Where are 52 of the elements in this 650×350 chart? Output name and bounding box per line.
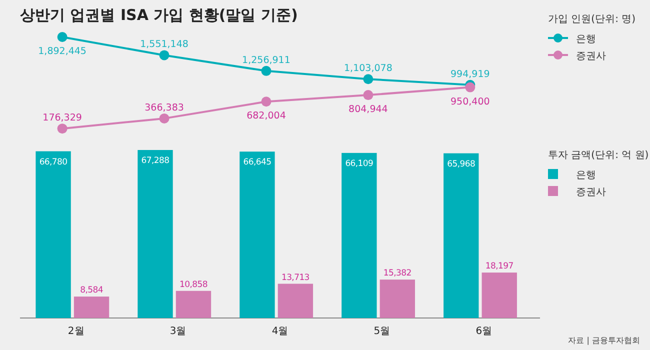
data-label: 15,382 (383, 268, 412, 279)
point (261, 96, 272, 107)
point (261, 66, 272, 76)
data-label: 994,919 (450, 68, 490, 80)
x-tick-label: 5월 (374, 326, 390, 337)
data-label: 804,944 (348, 104, 388, 116)
data-label: 8,584 (80, 286, 103, 296)
x-tick-label: 6월 (476, 326, 492, 337)
data-label: 18,197 (485, 262, 514, 272)
data-label: 67,288 (141, 156, 170, 166)
data-label: 10,858 (180, 280, 208, 290)
x-tick-label: 4월 (272, 326, 288, 337)
legend-label: 은행 (576, 34, 596, 45)
data-label: 66,645 (243, 158, 272, 168)
data-label: 1,256,911 (242, 54, 290, 66)
point (159, 50, 170, 60)
point (57, 124, 68, 134)
bar (278, 284, 314, 318)
bar (176, 290, 212, 318)
point (159, 113, 170, 124)
bar (342, 152, 377, 318)
bar (482, 272, 517, 318)
bar (240, 152, 275, 318)
chart-title: 상반기 업권별 ISA 가입 현황(말일 기준) (20, 6, 298, 24)
bar (36, 151, 71, 318)
bar (74, 296, 110, 318)
data-label: 13,713 (281, 272, 310, 283)
point (363, 90, 374, 100)
legend-label: 증권사 (576, 187, 606, 198)
data-label: 950,400 (450, 96, 490, 108)
data-label: 682,004 (246, 110, 286, 122)
point (465, 82, 476, 92)
data-label: 65,968 (447, 159, 476, 170)
bar (380, 280, 415, 318)
data-label: 1,892,445 (38, 46, 86, 57)
x-tick-label: 2월 (68, 326, 84, 337)
legend-title: 가입 인원(단위: 명) (548, 14, 636, 25)
data-label: 366,383 (144, 102, 184, 114)
data-label: 1,103,078 (344, 63, 392, 74)
x-tick-label: 3월 (170, 326, 186, 337)
data-label: 1,551,148 (140, 39, 188, 50)
data-label: 66,780 (39, 157, 68, 168)
point (363, 74, 374, 84)
bar (138, 150, 173, 318)
data-label: 176,329 (42, 112, 82, 124)
text: 자료 | 금융투자협회 (568, 336, 640, 345)
bar (444, 153, 479, 318)
data-label: 66,109 (345, 158, 374, 169)
point (57, 32, 68, 42)
legend-label: 증권사 (576, 51, 606, 62)
legend-label: 은행 (576, 170, 596, 181)
legend-title: 투자 금액(단위: 억 원) (548, 150, 649, 161)
